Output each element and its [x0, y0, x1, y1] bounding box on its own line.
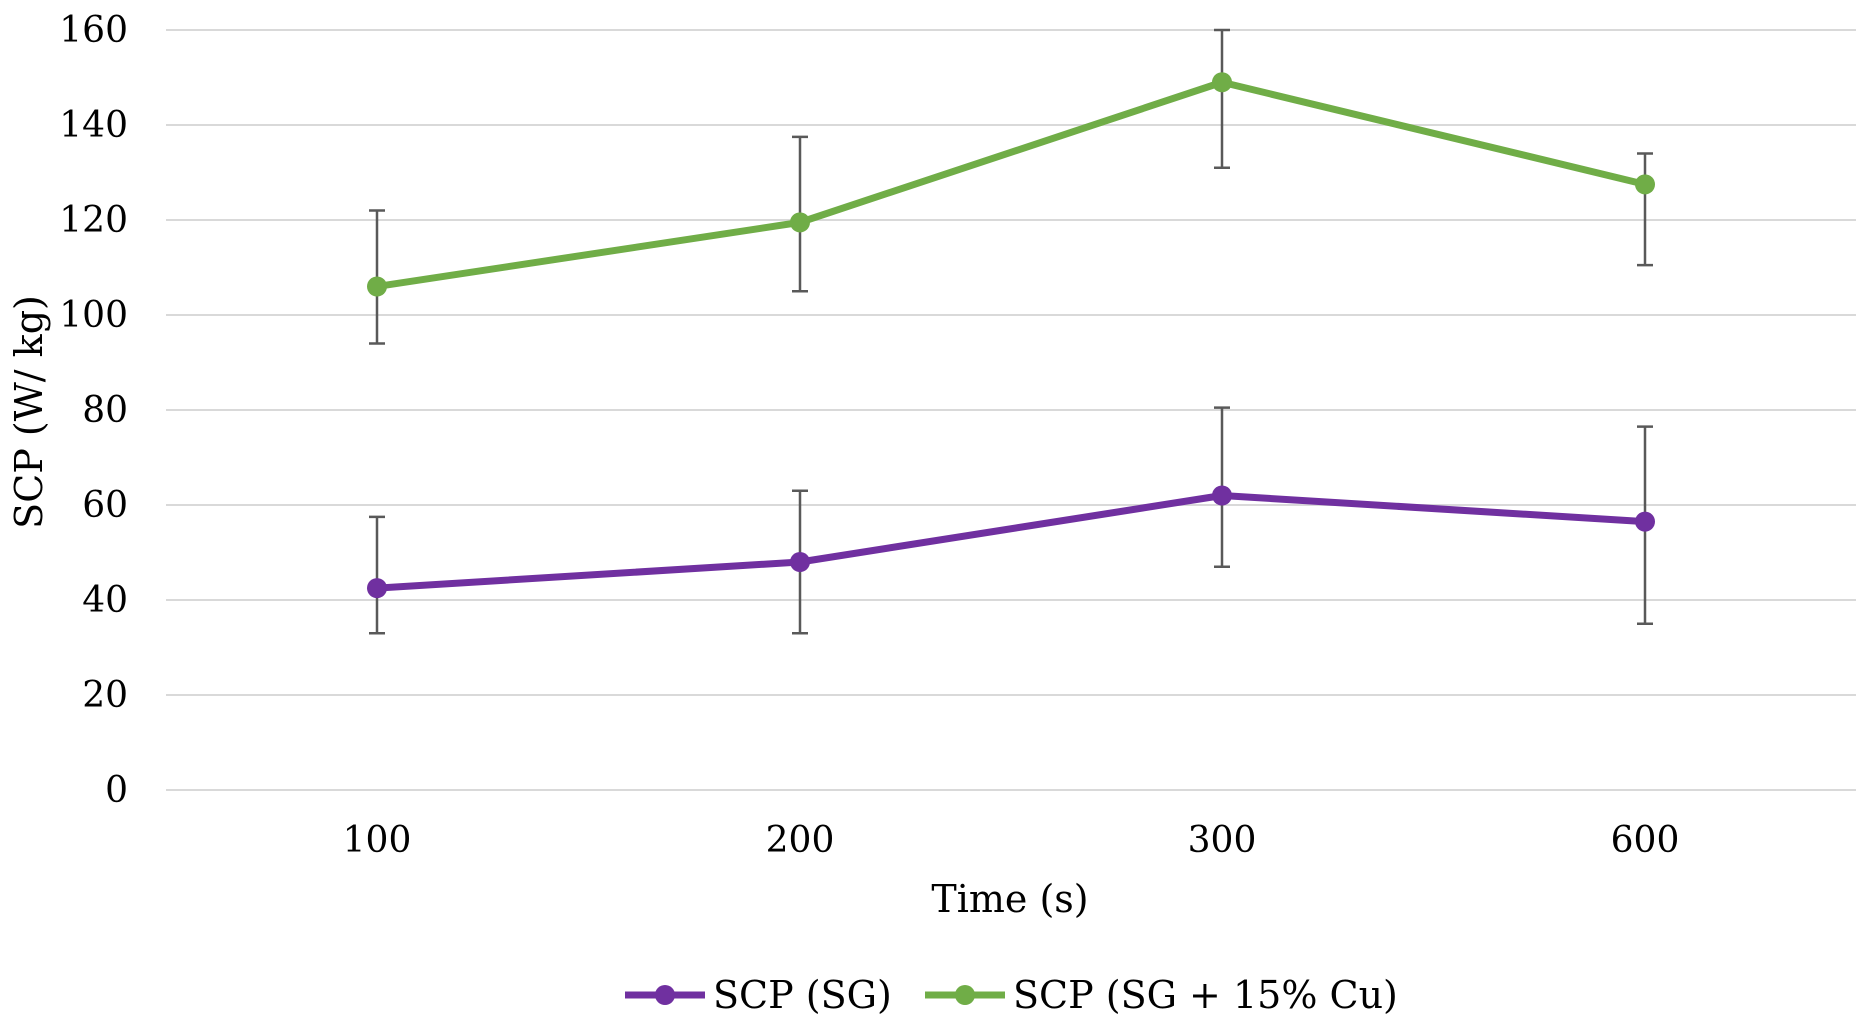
y-axis-tick-labels: 0 20 40 60 80 100 120 140 160 — [59, 10, 128, 811]
legend-label: SCP (SG) — [713, 973, 892, 1017]
data-point — [1635, 511, 1655, 532]
x-tick-label: 200 — [766, 820, 835, 861]
legend-marker — [955, 985, 975, 1005]
series-line-1 — [373, 78, 1649, 290]
legend-marker — [655, 985, 675, 1005]
data-point — [367, 578, 387, 599]
y-tick-label: 0 — [105, 770, 128, 811]
data-point — [1212, 485, 1232, 506]
x-tick-label: 100 — [343, 820, 412, 861]
data-point — [790, 212, 810, 233]
series-points — [367, 72, 1655, 599]
y-tick-label: 20 — [82, 675, 128, 716]
data-point — [790, 552, 810, 572]
error-bars — [369, 28, 1653, 635]
y-tick-label: 160 — [59, 10, 128, 51]
legend-item: SCP (SG + 15% Cu) — [925, 973, 1398, 1017]
series-lines — [373, 78, 1649, 592]
x-axis-tick-labels: 100 200 300 600 — [343, 820, 1680, 861]
legend: SCP (SG) SCP (SG + 15% Cu) — [625, 973, 1398, 1017]
legend-item: SCP (SG) — [625, 973, 892, 1017]
y-tick-label: 140 — [59, 105, 128, 146]
y-axis-title: SCP (W/ kg) — [7, 295, 51, 529]
x-axis-title: Time (s) — [931, 877, 1088, 921]
gridlines — [166, 29, 1856, 791]
y-tick-label: 120 — [59, 200, 128, 241]
y-tick-label: 40 — [82, 580, 128, 621]
data-point — [367, 276, 387, 297]
error-bar — [1214, 28, 1230, 169]
error-bar — [369, 515, 385, 635]
error-bar — [1637, 152, 1653, 267]
x-tick-label: 300 — [1188, 820, 1257, 861]
legend-label: SCP (SG + 15% Cu) — [1013, 973, 1398, 1017]
y-tick-label: 100 — [59, 295, 128, 336]
series-line-0 — [373, 492, 1649, 592]
data-point — [1635, 174, 1655, 195]
x-tick-label: 600 — [1611, 820, 1680, 861]
y-tick-label: 80 — [82, 390, 128, 431]
data-point — [1212, 72, 1232, 93]
y-tick-label: 60 — [82, 485, 128, 526]
